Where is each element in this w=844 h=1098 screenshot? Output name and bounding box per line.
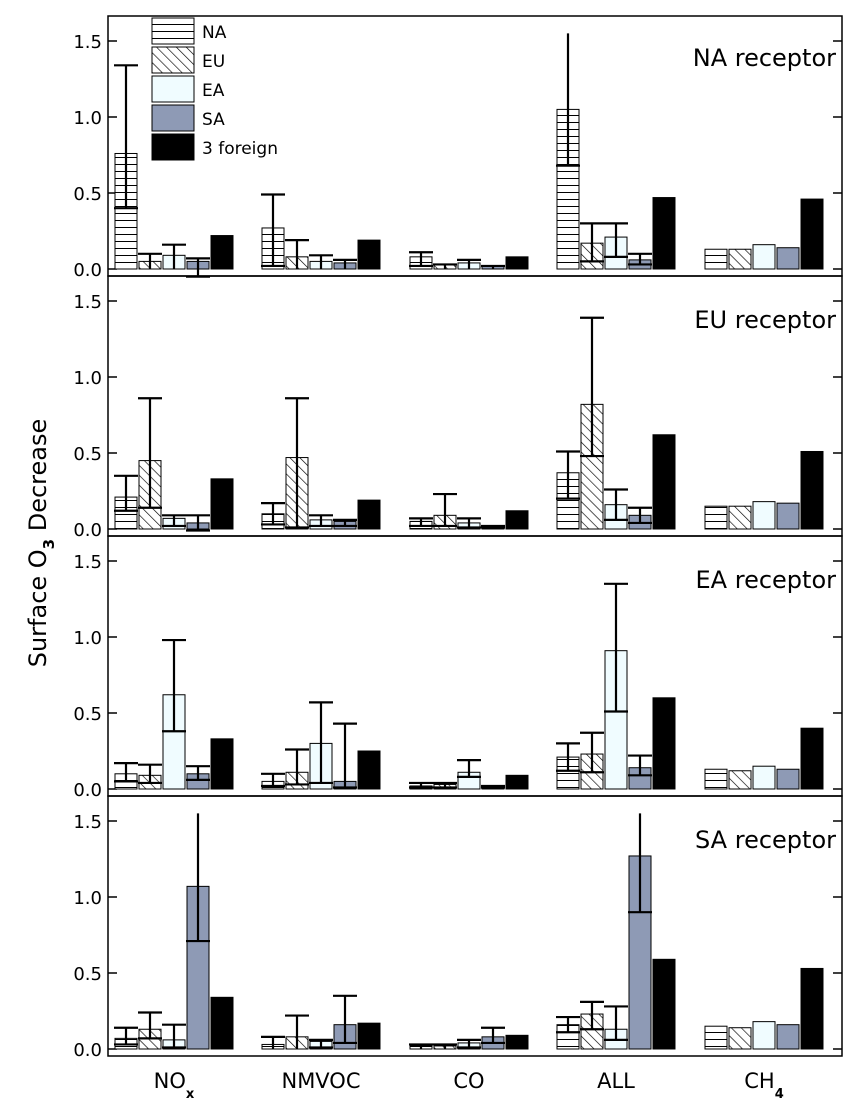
bar-3-foreign [652,697,676,790]
y-tick-label: 1.0 [73,628,102,649]
bar-3-foreign [652,434,676,530]
bar-3-foreign [357,239,381,270]
bar-eu [728,1027,752,1050]
bar-ea [752,765,776,790]
bar-na [704,768,728,790]
bar-ea [752,1021,776,1050]
bar-3-foreign [800,727,824,790]
bar-3-foreign [357,499,381,530]
bar-3-foreign [800,198,824,270]
panel-1: 0.0 0.5 1.0 1.5 EU receptor [73,275,843,541]
bar-3-foreign [505,1034,529,1050]
bar-3-foreign [505,510,529,530]
x-category-labels: NOx NMVOC CO ALL CH4 [154,1069,784,1098]
bar-eu [728,248,752,270]
bar-na [704,248,728,270]
y-tick-label: 0.0 [73,520,102,541]
y-tick-label: 1.5 [73,812,102,833]
legend-swatch [151,17,195,45]
bar-sa [776,247,800,270]
y-tick-label: 1.0 [73,368,102,389]
legend-swatch [151,46,195,74]
legend-label: SA [202,110,225,130]
bar-3-foreign [505,256,529,270]
y-tick-label: 0.5 [73,444,102,465]
legend-label: EU [202,52,225,72]
panel-frame [107,795,843,1057]
x-category-label: NOx [154,1069,195,1098]
x-category-label: CH4 [744,1069,784,1098]
bar-3-foreign [357,1022,381,1050]
bar-na [704,505,728,530]
x-category-label: ALL [597,1069,635,1093]
y-tick-label: 1.5 [73,552,102,573]
y-tick-label: 1.0 [73,888,102,909]
receptor-label: SA receptor [695,826,836,854]
legend-label: 3 foreign [202,139,278,159]
bar-na [704,1025,728,1050]
bar-3-foreign [652,197,676,270]
bar-eu [728,505,752,530]
bar-sa [776,768,800,790]
bar-3-foreign [210,996,234,1050]
legend-label: EA [202,81,225,101]
panel-0: 0.0 0.5 1.0 1.5 NA receptor [73,15,843,281]
legend: NA EU EA SA 3 foreign [151,17,278,161]
x-category-label: CO [453,1069,484,1093]
y-tick-label: 1.0 [73,108,102,129]
legend-swatch [151,104,195,132]
bar-3-foreign [652,958,676,1050]
legend-swatch [151,133,195,161]
bar-3-foreign [210,235,234,270]
receptor-label: EA receptor [696,566,837,594]
x-category-label: NMVOC [281,1069,360,1093]
y-axis-label: Surface O3 Decrease [24,419,58,668]
panels: 0.0 0.5 1.0 1.5 NA receptor 0.0 0.5 1.0 1.5 EU re… [73,15,843,1061]
y-tick-label: 1.5 [73,32,102,53]
y-tick-label: 0.0 [73,260,102,281]
receptor-label: NA receptor [693,44,836,72]
bar-3-foreign [800,967,824,1050]
y-tick-label: 0.5 [73,704,102,725]
bar-sa [776,1024,800,1050]
y-tick-label: 0.0 [73,780,102,801]
receptor-label: EU receptor [694,306,836,334]
bar-ea [752,244,776,270]
y-tick-label: 1.5 [73,292,102,313]
bar-ea [752,501,776,530]
bar-3-foreign [210,738,234,790]
bar-3-foreign [800,450,824,530]
legend-label: NA [202,23,227,43]
panel-3: 0.0 0.5 1.0 1.5 SA receptor [73,795,843,1061]
y-tick-label: 0.5 [73,964,102,985]
legend-swatch [151,75,195,103]
bar-3-foreign [357,750,381,790]
bar-3-foreign [210,478,234,530]
bar-3-foreign [505,774,529,790]
bar-sa [776,502,800,530]
bar-eu [728,770,752,790]
y-tick-label: 0.5 [73,184,102,205]
y-tick-label: 0.0 [73,1040,102,1061]
panel-2: 0.0 0.5 1.0 1.5 EA receptor [73,535,843,801]
